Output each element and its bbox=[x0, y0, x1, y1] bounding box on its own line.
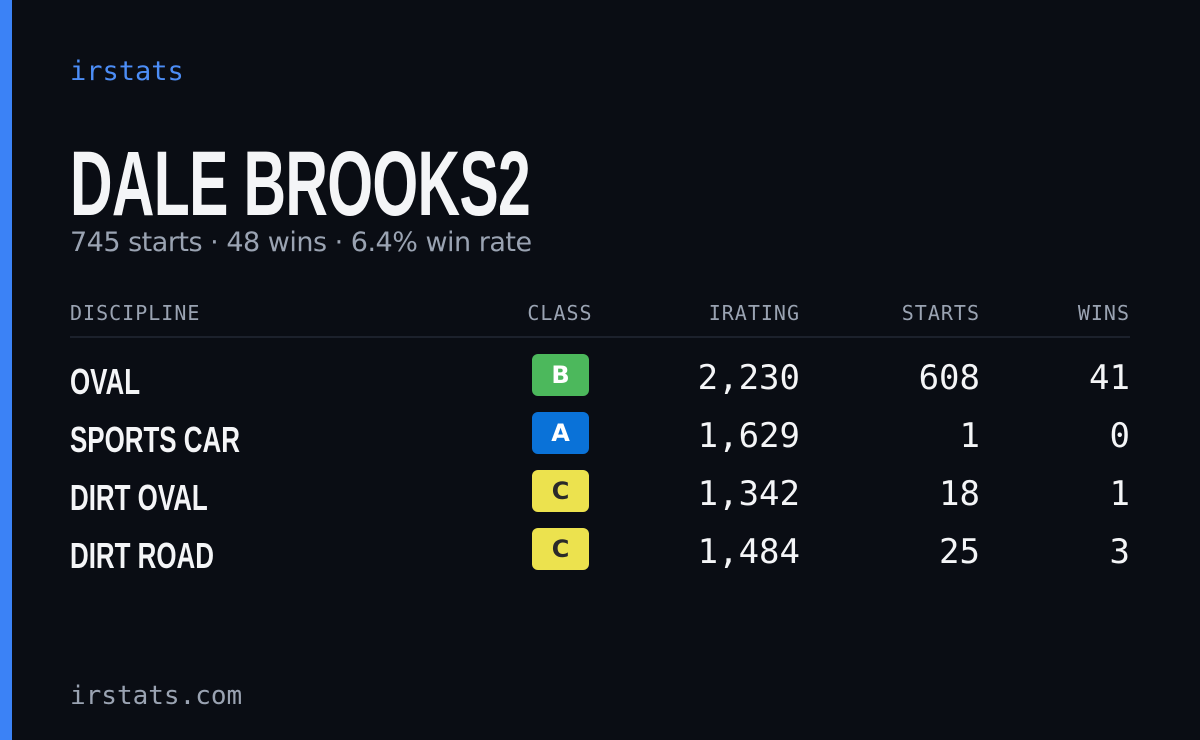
column-header: IRATING bbox=[708, 301, 800, 325]
class-badge: B bbox=[532, 354, 589, 396]
discipline: DIRT ROAD bbox=[70, 535, 214, 576]
discipline: OVAL bbox=[70, 361, 141, 402]
starts: 18 bbox=[939, 474, 980, 514]
footer: irstats.com bbox=[70, 681, 243, 711]
column-header: DISCIPLINE bbox=[70, 301, 201, 325]
class-badge: A bbox=[532, 412, 589, 454]
starts: 608 bbox=[918, 358, 980, 398]
summary: 745 starts · 48 wins · 6.4% win rate bbox=[70, 227, 532, 258]
class-badge: C bbox=[532, 528, 589, 570]
column-header: CLASS bbox=[527, 301, 593, 325]
irating: 1,629 bbox=[697, 416, 800, 456]
brand: irstats bbox=[70, 56, 184, 87]
discipline: DIRT OVAL bbox=[70, 477, 208, 518]
starts: 1 bbox=[959, 416, 980, 456]
starts: 25 bbox=[939, 532, 980, 572]
irating: 2,230 bbox=[697, 358, 800, 398]
divider bbox=[70, 336, 1130, 338]
wins: 0 bbox=[1109, 416, 1130, 456]
wins: 1 bbox=[1109, 474, 1130, 514]
class-badge: C bbox=[532, 470, 589, 512]
accent-stripe bbox=[0, 0, 12, 740]
column-header: WINS bbox=[1077, 301, 1130, 325]
discipline: SPORTS CAR bbox=[70, 419, 240, 460]
driver-name: DALE BROOKS2 bbox=[70, 133, 531, 235]
irating: 1,342 bbox=[697, 474, 800, 514]
wins: 41 bbox=[1089, 358, 1130, 398]
irating: 1,484 bbox=[697, 532, 800, 572]
wins: 3 bbox=[1109, 532, 1130, 572]
column-header: STARTS bbox=[901, 301, 980, 325]
